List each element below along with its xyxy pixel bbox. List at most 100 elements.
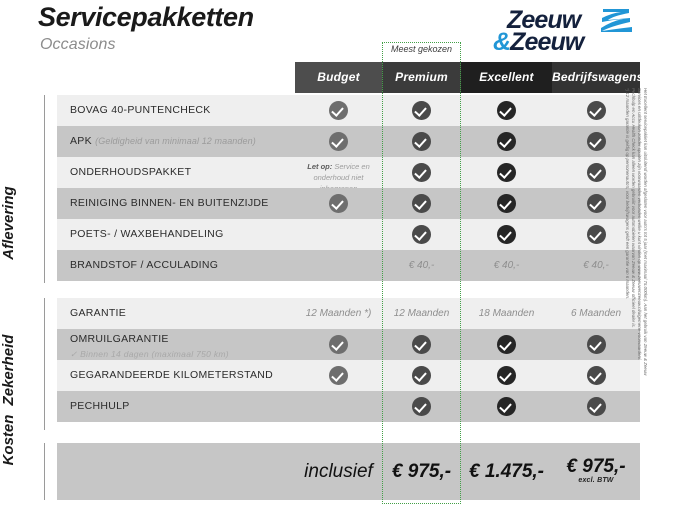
check-icon — [586, 101, 606, 120]
column-header-excellent[interactable]: Excellent — [461, 62, 552, 93]
logo-line-1: Zeeuw — [507, 6, 581, 34]
cell-kilometerstand-premium — [382, 360, 461, 391]
check-icon — [497, 132, 516, 151]
z-swoosh-icon — [601, 9, 632, 32]
price-bedrijfswagens-btw-note: excl. BTW — [578, 477, 614, 484]
section-rule-aflevering — [44, 95, 45, 283]
check-icon — [497, 397, 516, 416]
cell-reiniging-budget — [295, 188, 382, 219]
cell-brandstof-premium: € 40,- — [382, 250, 461, 281]
cell-omruil-premium — [382, 329, 461, 360]
cell-kilometerstand-bedrijfswagens — [552, 360, 640, 391]
section-rule-zekerheid — [44, 298, 45, 430]
check-icon — [412, 101, 431, 120]
cell-apk-bedrijfswagens — [552, 126, 640, 157]
cell-reiniging-excellent — [461, 188, 552, 219]
price-bedrijfswagens: € 975,- excl. BTW — [552, 443, 640, 500]
cell-onderhoud-premium — [382, 157, 461, 188]
check-icon — [586, 397, 606, 416]
check-icon — [497, 194, 516, 213]
cell-garantie-premium: 12 Maanden — [382, 298, 461, 329]
page-subtitle: Occasions — [40, 36, 116, 53]
table-row-kilometerstand: GEGARANDEERDE KILOMETERSTAND — [57, 360, 640, 391]
cell-brandstof-bedrijfswagens: € 40,- — [552, 250, 640, 281]
cell-bovag-bedrijfswagens — [552, 95, 640, 126]
row-label-onderhoud: ONDERHOUDSPAKKET — [70, 166, 192, 178]
check-icon — [586, 163, 606, 182]
section-label-aflevering: Aflevering — [0, 186, 17, 260]
cell-omruil-bedrijfswagens — [552, 329, 640, 360]
check-icon — [586, 335, 606, 354]
page-title: Servicepakketten — [38, 2, 254, 32]
price-budget: inclusief — [304, 461, 373, 482]
section-label-kosten: Kosten — [0, 414, 17, 466]
row-label-apk-main: APK — [70, 135, 92, 147]
garantie-budget-value: 12 Maanden *) — [305, 308, 372, 319]
cell-poets-budget — [295, 219, 382, 250]
cell-pechhulp-bedrijfswagens — [552, 391, 640, 422]
check-icon — [497, 225, 516, 244]
cell-onderhoud-bedrijfswagens — [552, 157, 640, 188]
row-label-omruil-sub: ✓ Binnen 14 dagen (maximaal 750 km) — [70, 349, 229, 359]
table-row-onderhoud: ONDERHOUDSPAKKET Let op: Service en onde… — [57, 157, 640, 193]
check-icon — [586, 132, 606, 151]
cell-poets-premium — [382, 219, 461, 250]
fineprint-line-4: *) 12 maanden garantie is geldig op pers… — [624, 88, 630, 299]
cell-omruil-excellent — [461, 329, 552, 360]
check-icon — [329, 194, 348, 213]
section-aflevering: BOVAG 40-PUNTENCHECK APK (Geldigheid van… — [57, 95, 640, 281]
table-row-apk: APK (Geldigheid van minimaal 12 maanden) — [57, 126, 640, 157]
table-row-omruilgarantie: OMRUILGARANTIE ✓ Binnen 14 dagen (maxima… — [57, 329, 640, 360]
cell-bovag-excellent — [461, 95, 552, 126]
cell-reiniging-bedrijfswagens — [552, 188, 640, 219]
fineprint-line-3: Pechhulp en Accu Health Check kan alleen… — [630, 88, 636, 328]
cell-bovag-budget — [295, 95, 382, 126]
check-icon — [412, 163, 431, 182]
column-header-bedrijfswagens[interactable]: Bedrijfswagens — [552, 62, 643, 93]
table-column-headers: Budget Premium Excellent Bedrijfswagens — [57, 62, 643, 93]
section-zekerheid: GARANTIE 12 Maanden *) 12 Maanden 18 Maa… — [57, 298, 640, 422]
check-icon — [497, 335, 516, 354]
table-row-garantie: GARANTIE 12 Maanden *) 12 Maanden 18 Maa… — [57, 298, 640, 329]
check-icon — [497, 366, 516, 385]
cell-garantie-bedrijfswagens: 6 Maanden — [552, 298, 640, 329]
onderhoud-note-strong: Let op: — [307, 162, 333, 171]
brandstof-excellent-value: € 40,- — [493, 260, 520, 271]
check-icon — [497, 163, 516, 182]
cell-kilometerstand-excellent — [461, 360, 552, 391]
cell-onderhoud-budget: Let op: Service en onderhoud niet inbegr… — [295, 157, 382, 193]
row-label-omruilgarantie: OMRUILGARANTIE ✓ Binnen 14 dagen (maxima… — [70, 329, 229, 360]
cell-bovag-premium — [382, 95, 461, 126]
column-header-budget[interactable]: Budget — [295, 62, 382, 93]
logo-line-2: &Zeeuw — [493, 28, 584, 57]
check-icon — [412, 366, 431, 385]
check-icon — [412, 194, 431, 213]
cell-garantie-budget: 12 Maanden *) — [295, 298, 382, 329]
row-label-apk-sub: (Geldigheid van minimaal 12 maanden) — [95, 136, 256, 146]
table-row-reiniging: REINIGING BINNEN- EN BUITENZIJDE — [57, 188, 640, 219]
garantie-bedrijfswagens-value: 6 Maanden — [570, 308, 622, 319]
brandstof-bedrijfswagens-value: € 40,- — [583, 260, 609, 271]
legal-fineprint: Het Excellent servicepakket kan uitsluit… — [624, 88, 648, 498]
cell-brandstof-excellent: € 40,- — [461, 250, 552, 281]
row-label-reiniging: REINIGING BINNEN- EN BUITENZIJDE — [70, 197, 269, 209]
cell-reiniging-premium — [382, 188, 461, 219]
section-kosten-price-row: inclusief € 975,- € 1.475,- € 975,- excl… — [57, 443, 640, 500]
section-rule-kosten — [44, 443, 45, 500]
cell-pechhulp-excellent — [461, 391, 552, 422]
row-label-pechhulp: PECHHULP — [70, 400, 130, 412]
table-row-poets: POETS- / WAXBEHANDELING — [57, 219, 640, 250]
column-header-premium[interactable]: Premium — [382, 62, 461, 93]
logo-line-2-text: Zeeuw — [510, 28, 584, 56]
check-icon — [497, 101, 516, 120]
row-label-apk: APK (Geldigheid van minimaal 12 maanden) — [70, 126, 256, 157]
fineprint-line-2: Services en Uitdeukon zonder spuiten zij… — [636, 88, 642, 361]
row-label-poets: POETS- / WAXBEHANDELING — [70, 228, 224, 240]
cell-onderhoud-excellent — [461, 157, 552, 188]
check-icon — [329, 335, 348, 354]
garantie-premium-value: 12 Maanden — [393, 308, 450, 319]
garantie-excellent-value: 18 Maanden — [478, 308, 535, 319]
check-icon — [586, 225, 606, 244]
brand-logo: Zeeuw &Zeeuw — [493, 6, 643, 57]
check-icon — [412, 397, 431, 416]
